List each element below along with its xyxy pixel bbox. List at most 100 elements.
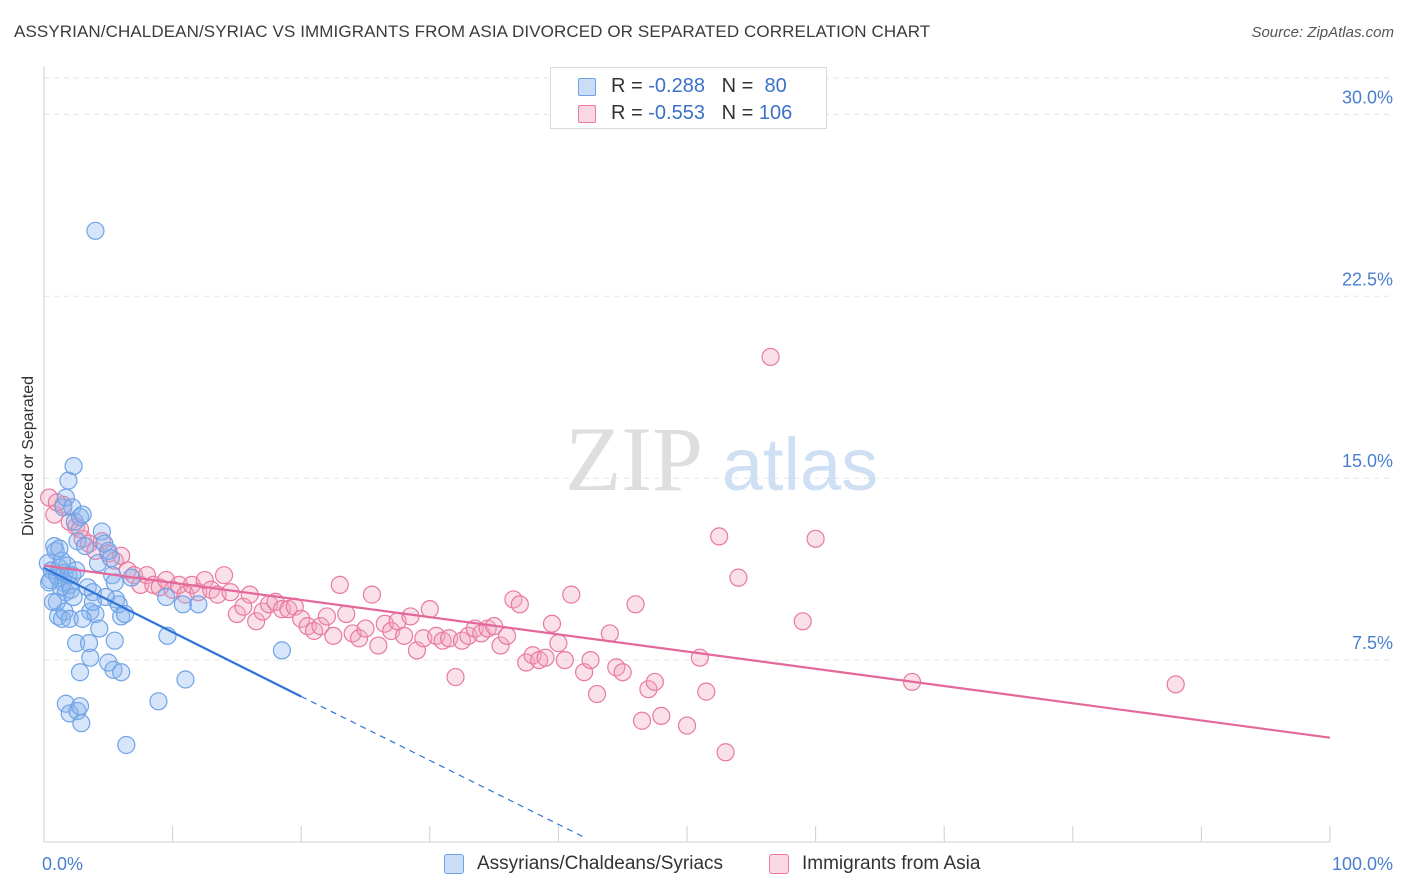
data-point [710,527,729,546]
data-point [542,614,562,633]
data-point [79,634,99,653]
data-point [581,650,600,670]
x-tick-label: 0.0% [42,854,83,874]
legend-r-label: R = [611,75,649,97]
legend-swatch-blue [578,78,596,96]
legend-n-value: 80 [764,75,787,97]
legend-swatch-pink [578,105,596,123]
data-point [497,626,517,645]
data-point [73,609,92,628]
data-point [600,624,619,643]
data-point [272,641,292,660]
data-point [117,735,136,755]
trend-line-extension [300,695,585,838]
data-point [70,507,90,527]
data-point [43,592,63,611]
bottom-legend-label: Assyrians/Chaldeans/Syriacs [477,853,724,874]
legend-r-value: -0.553 [648,102,705,124]
data-point [124,566,144,585]
data-point [729,568,748,587]
data-point [112,663,131,682]
bottom-legend-label: Immigrants from Asia [802,853,981,874]
data-point [369,636,388,655]
data-point [214,566,234,585]
data-point [311,617,330,636]
data-point [761,347,780,367]
data-point [362,585,382,604]
data-point [70,663,90,682]
data-point [90,619,109,638]
data-point [63,498,82,517]
data-point [253,602,272,621]
watermark: ZIP atlas [565,408,878,510]
data-point [70,697,90,716]
legend-n-value: 106 [758,102,793,124]
bottom-legend-swatch-blue [444,854,464,874]
data-point [64,456,83,476]
data-point [65,512,84,531]
bottom-legend: Assyrians/Chaldeans/Syriacs Immigrants f… [0,852,1406,878]
trend-lines [43,564,1331,838]
data-point [324,626,343,645]
data-point [173,595,192,614]
data-point [99,541,118,561]
data-point [420,600,439,619]
data-point [81,648,100,667]
data-point [227,604,246,624]
data-point [632,711,652,730]
data-point [626,595,645,614]
data-point [73,505,92,524]
data-point [1166,675,1185,694]
data-point [587,684,607,704]
series-assyrians [38,221,292,755]
data-point [67,634,86,653]
watermark-zip: ZIP [565,408,703,510]
data-point [716,743,735,762]
data-point [330,575,349,595]
data-point [446,667,465,687]
legend-r-label: R = [611,102,649,124]
data-point [176,670,195,689]
data-point [793,612,812,631]
y-tick-label: 15.0% [1342,451,1393,471]
data-point [60,609,79,628]
data-point [40,573,59,592]
watermark-atlas: atlas [722,423,878,506]
legend-text: R = -0.553 N = 106 [611,102,792,125]
data-point [555,650,574,670]
data-point [76,537,95,556]
trend-line [43,564,1331,739]
data-point [613,663,632,682]
data-point [292,609,311,628]
legend-n-label: N = [721,75,759,97]
bottom-legend-swatch-pink [769,854,789,874]
gridlines [44,77,1392,661]
data-point [247,612,266,631]
data-point [549,634,568,653]
legend: R = -0.288 N = 80 R = -0.553 N = 106 [550,67,827,129]
tick-labels: 7.5% 15.0% 22.5% 30.0% 0.0% 100.0% [42,87,1393,874]
data-point [349,629,369,648]
data-point [677,716,697,735]
data-point [101,549,120,568]
y-tick-label: 22.5% [1342,269,1393,289]
legend-text: R = -0.288 N = 80 [611,75,787,98]
data-point [697,682,716,701]
data-point [157,587,176,607]
data-point [510,595,529,614]
trend-line [43,566,302,698]
data-point [806,529,825,548]
data-point [652,706,671,725]
data-point [536,648,555,667]
data-point [72,714,91,733]
y-tick-label: 30.0% [1342,87,1393,107]
legend-r-value: -0.288 [648,75,705,97]
data-point [491,636,510,655]
data-point [189,595,208,614]
data-point [337,604,356,624]
y-axis-label: Divorced or Separated [20,376,37,536]
chart-title: ASSYRIAN/CHALDEAN/SYRIAC VS IMMIGRANTS F… [14,22,931,41]
data-point [68,701,87,721]
y-tick-label: 7.5% [1352,633,1393,653]
